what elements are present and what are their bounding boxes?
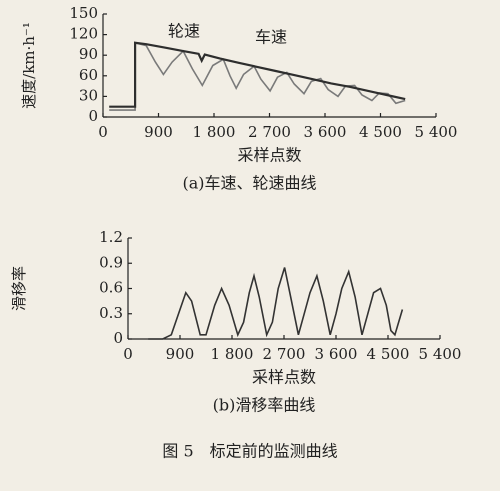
x-tick-label: 0 bbox=[98, 123, 108, 141]
y-tick-label: 0 bbox=[113, 329, 123, 347]
data-line bbox=[109, 41, 406, 108]
x-tick-label: 900 bbox=[144, 123, 173, 141]
x-tick-label: 5 400 bbox=[419, 345, 462, 363]
x-tick-label: 2 700 bbox=[263, 345, 306, 363]
x-tick-label: 4 500 bbox=[367, 345, 410, 363]
x-tick-label: 1 800 bbox=[211, 345, 254, 363]
y-tick-label: 60 bbox=[79, 66, 98, 84]
x-tick-label: 5 400 bbox=[415, 123, 458, 141]
series-label: 车速 bbox=[255, 28, 287, 47]
figure-caption: 图 5 标定前的监测曲线 bbox=[162, 442, 337, 461]
y-tick-label: 90 bbox=[79, 45, 98, 63]
chart-subtitle: (b)滑移率曲线 bbox=[213, 396, 316, 415]
data-line bbox=[109, 41, 406, 111]
x-tick-label: 1 800 bbox=[193, 123, 236, 141]
y-tick-label: 1.2 bbox=[99, 228, 123, 246]
x-tick-label: 2 700 bbox=[248, 123, 291, 141]
data-line bbox=[148, 267, 404, 340]
y-tick-label: 0.6 bbox=[99, 279, 123, 297]
x-tick-label: 0 bbox=[123, 345, 133, 363]
x-axis-label: 采样点数 bbox=[252, 368, 316, 387]
x-tick-label: 3 600 bbox=[304, 123, 347, 141]
y-tick-label: 30 bbox=[79, 86, 98, 104]
y-tick-label: 0 bbox=[88, 107, 98, 125]
x-tick-label: 3 600 bbox=[315, 345, 358, 363]
series-label: 轮速 bbox=[168, 22, 200, 41]
x-tick-label: 4 500 bbox=[359, 123, 402, 141]
y-tick-label: 0.3 bbox=[99, 304, 123, 322]
y-tick-label: 150 bbox=[69, 4, 98, 22]
y-tick-label: 0.9 bbox=[99, 253, 123, 271]
x-tick-label: 900 bbox=[166, 345, 195, 363]
y-axis-label: 滑移率 bbox=[10, 266, 28, 311]
y-tick-label: 120 bbox=[69, 25, 98, 43]
y-axis-label: 速度/km·h⁻¹ bbox=[20, 22, 38, 109]
chart-subtitle: (a)车速、轮速曲线 bbox=[182, 174, 316, 193]
x-axis-label: 采样点数 bbox=[237, 146, 301, 165]
